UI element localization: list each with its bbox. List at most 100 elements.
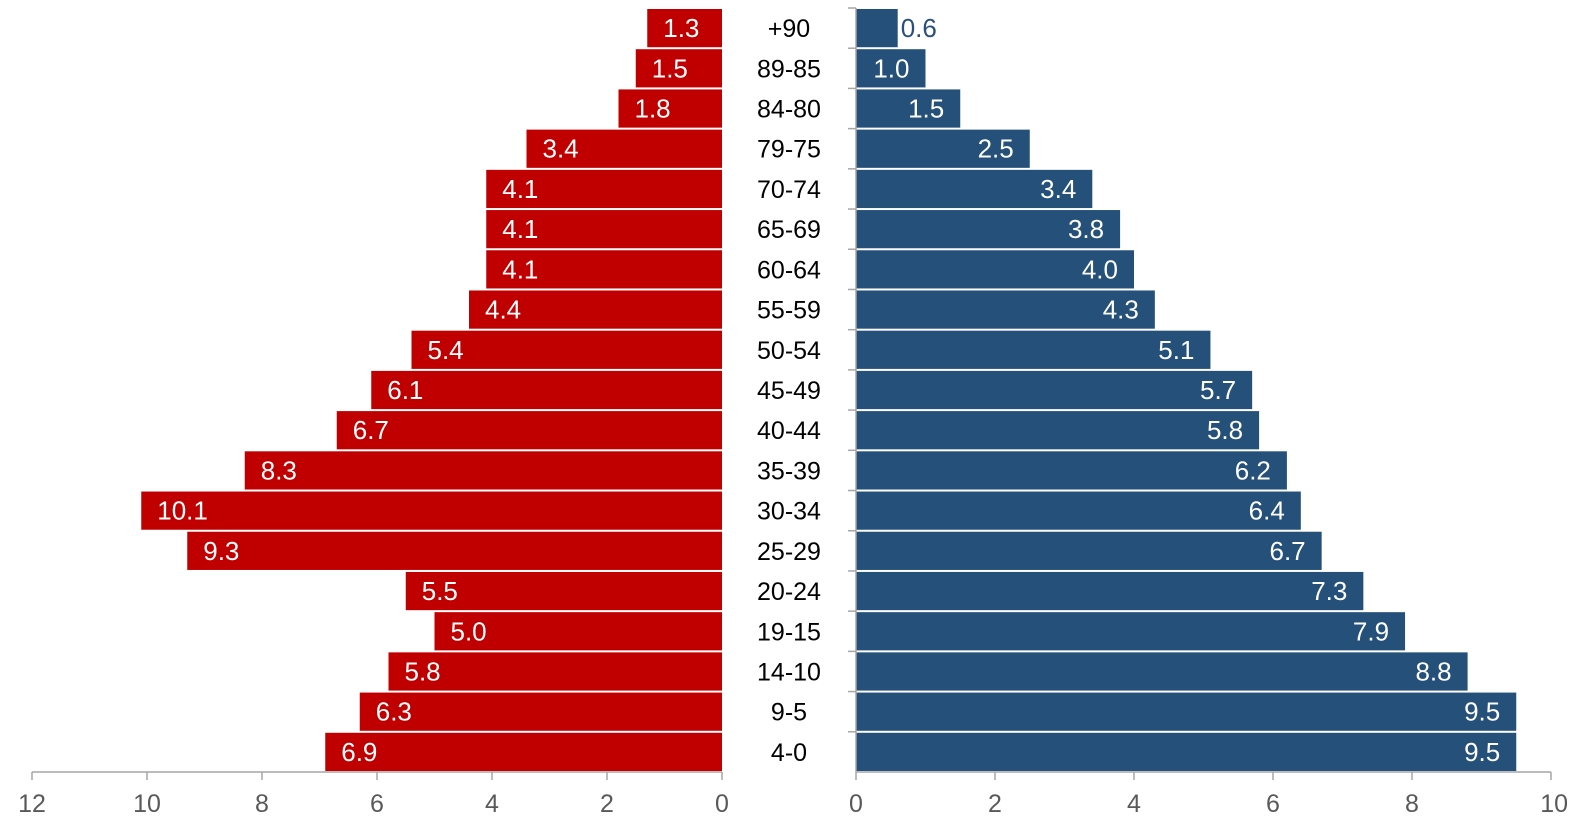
left-bar <box>635 49 722 88</box>
right-bar <box>856 491 1301 530</box>
left-bar <box>405 571 722 611</box>
left-bar <box>486 210 722 249</box>
left-bar-label: 4.1 <box>502 214 538 244</box>
right-bar <box>856 330 1211 369</box>
right-bar <box>856 370 1253 410</box>
right-bar <box>856 612 1406 651</box>
right-bar <box>856 169 1093 209</box>
left-bar-label: 6.3 <box>376 697 412 727</box>
right-bar <box>856 89 961 128</box>
category-label: 40-44 <box>757 417 821 445</box>
right-tick-label: 6 <box>1266 790 1280 818</box>
right-bar <box>856 250 1134 289</box>
right-bar-label: 9.5 <box>1464 697 1500 727</box>
left-bar <box>434 612 722 651</box>
left-bar <box>244 451 722 490</box>
left-bar <box>336 411 722 450</box>
category-label: 25-29 <box>757 538 821 566</box>
right-bar <box>856 652 1468 691</box>
right-tick-label: 2 <box>988 790 1002 818</box>
right-tick-label: 4 <box>1127 790 1141 818</box>
category-label: 4-0 <box>771 739 807 767</box>
left-bar <box>618 89 722 128</box>
right-bar-label: 5.8 <box>1207 415 1243 445</box>
left-bar <box>411 330 722 369</box>
right-series: 0.6 1.0 1.5 2.5 3.4 3.8 4.0 4.3 5.15.7 5.8 6.2 6.4 6… <box>848 7 1517 772</box>
category-label: 20-24 <box>757 578 821 606</box>
right-bar <box>856 9 898 48</box>
left-bar <box>486 169 722 209</box>
right-bar-label: 0.6 <box>901 13 937 43</box>
right-bar <box>856 451 1287 490</box>
right-bar <box>856 692 1517 731</box>
left-x-axis: 12 10 8 6 4 2 0 <box>18 771 729 818</box>
left-tick-label: 12 <box>18 790 46 818</box>
right-bar-label: 1.0 <box>873 53 909 83</box>
left-bar <box>647 9 722 48</box>
category-label: 14-10 <box>757 658 821 686</box>
right-bar-label: 1.5 <box>908 94 944 124</box>
left-bar-label: 1.3 <box>663 13 699 43</box>
right-x-axis: 0 2 4 6 8 10 <box>849 771 1568 818</box>
left-bar <box>486 250 722 289</box>
right-bar <box>856 129 1030 168</box>
left-bar-label: 6.7 <box>353 415 389 445</box>
right-bar <box>856 411 1260 450</box>
left-bar <box>371 370 722 410</box>
left-bar-label: 8.3 <box>261 455 297 485</box>
left-bar-label: 5.4 <box>428 335 464 365</box>
left-bar <box>359 692 722 731</box>
right-bar-label: 5.7 <box>1200 375 1236 405</box>
right-bar <box>856 571 1364 611</box>
left-bar <box>141 491 722 530</box>
left-bar-label: 4.1 <box>502 174 538 204</box>
left-bar-label: 3.4 <box>543 134 579 164</box>
left-tick-label: 0 <box>715 790 729 818</box>
left-bar-label: 1.8 <box>635 94 671 124</box>
category-label: 79-75 <box>757 136 821 164</box>
left-bar <box>325 732 722 771</box>
left-bar-label: 9.3 <box>203 536 239 566</box>
category-label: 84-80 <box>757 96 821 124</box>
left-bar-label: 5.5 <box>422 576 458 606</box>
right-bar-label: 6.7 <box>1269 536 1305 566</box>
right-bar-label: 6.4 <box>1249 496 1285 526</box>
left-bar <box>187 531 722 570</box>
left-tick-label: 8 <box>255 790 269 818</box>
left-bar-label: 1.5 <box>652 53 688 83</box>
category-labels: +90 89-85 84-80 79-75 70-74 65-69 60-64 55-59 50… <box>757 15 821 767</box>
left-tick-label: 6 <box>370 790 384 818</box>
left-bar-label: 5.8 <box>405 656 441 686</box>
right-bar-label: 9.5 <box>1464 737 1500 767</box>
right-bar-label: 4.3 <box>1103 295 1139 325</box>
right-bar <box>856 290 1155 329</box>
right-bar-label: 4.0 <box>1082 254 1118 284</box>
right-bar-label: 5.1 <box>1158 335 1194 365</box>
category-label: 55-59 <box>757 297 821 325</box>
right-bar-label: 2.5 <box>978 134 1014 164</box>
category-label: 65-69 <box>757 216 821 244</box>
right-bar-label: 7.9 <box>1353 616 1389 646</box>
category-label: 89-85 <box>757 55 821 83</box>
category-label: 9-5 <box>771 699 807 727</box>
right-bar-label: 7.3 <box>1311 576 1347 606</box>
left-series: 1.31.51.83.44.14.14.14.45.46.16.78.310.1… <box>141 9 722 771</box>
category-label: +90 <box>768 15 810 43</box>
category-label: 45-49 <box>757 377 821 405</box>
left-bar-label: 6.9 <box>341 737 377 767</box>
left-bar-label: 4.1 <box>502 254 538 284</box>
category-label: 50-54 <box>757 337 821 365</box>
right-bar <box>856 732 1517 771</box>
right-bar-label: 6.2 <box>1235 455 1271 485</box>
left-bar-label: 6.1 <box>387 375 423 405</box>
right-bar-label: 8.8 <box>1415 656 1451 686</box>
right-tick-label: 0 <box>849 790 863 818</box>
left-tick-label: 2 <box>600 790 614 818</box>
left-bar-label: 5.0 <box>451 616 487 646</box>
category-label: 35-39 <box>757 457 821 485</box>
left-bar <box>388 652 722 691</box>
category-label: 60-64 <box>757 256 821 284</box>
right-bar-label: 3.4 <box>1040 174 1076 204</box>
left-bar <box>526 129 722 168</box>
